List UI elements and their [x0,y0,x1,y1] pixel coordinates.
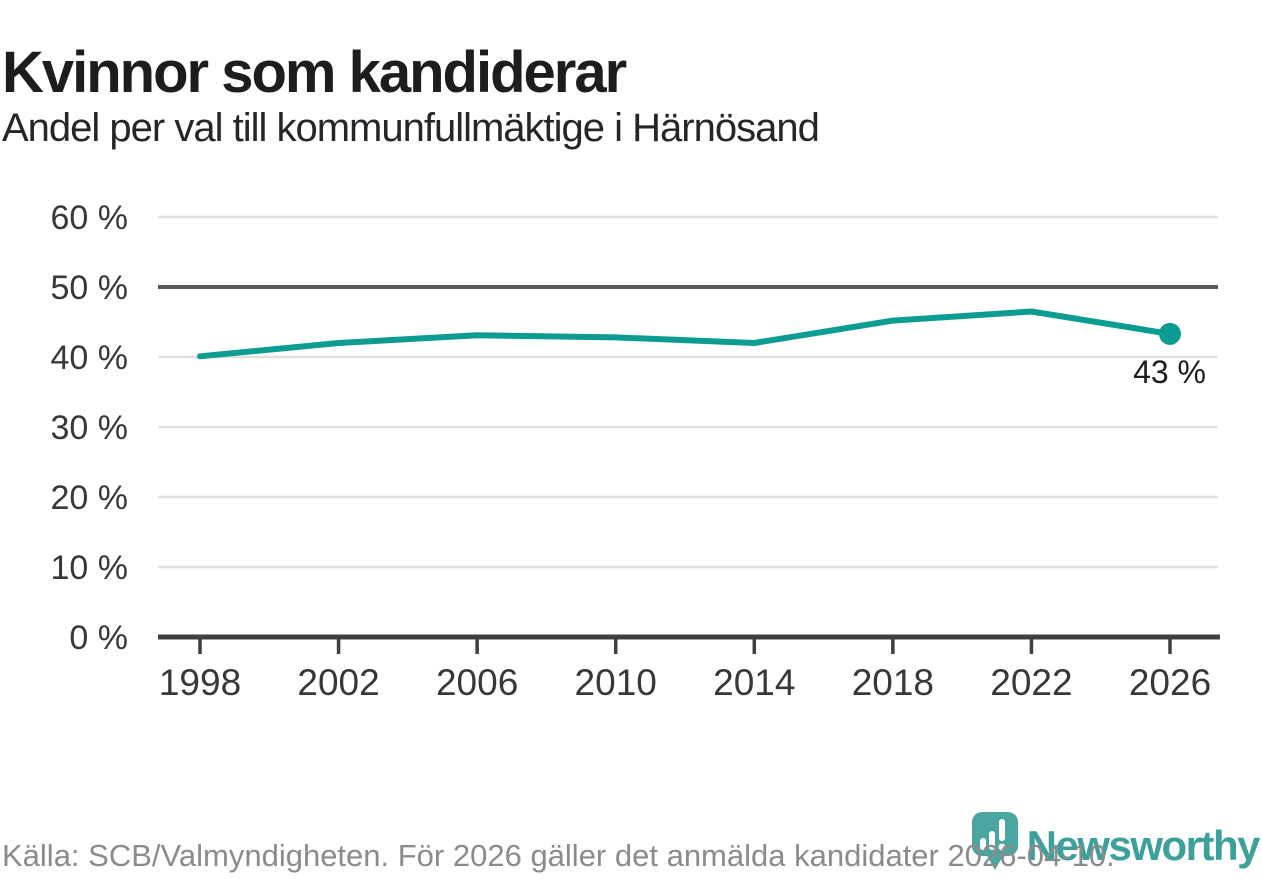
x-tick-label: 2022 [990,662,1072,703]
exclamation-dot [998,843,1006,851]
bar-tall [998,819,1005,841]
data-point-label: 43 % [1133,354,1206,390]
bar-small [979,838,986,850]
y-tick-label: 60 % [51,199,129,237]
newsworthy-wordmark: Newsworthy [1026,822,1261,869]
bar-medium [988,831,995,850]
x-tick-label: 2018 [852,662,934,703]
x-tick-label: 2026 [1129,662,1211,703]
newsworthy-logo: Newsworthy [971,812,1261,870]
line-chart: 0 % 10 % 20 % 30 % 40 % 50 % 60 % 1998 2002 2006 2… [51,199,1220,703]
y-tick-label: 10 % [51,549,129,587]
newsworthy-pin-icon [971,812,1018,870]
data-line [197,308,1173,360]
x-tick-label: 2006 [436,662,518,703]
y-tick-label: 50 % [51,269,129,307]
data-point-marker [1159,322,1181,345]
y-tick-label: 40 % [51,339,129,377]
chart-title: Kvinnor som kandiderar [2,39,627,105]
y-tick-label: 20 % [51,479,129,517]
y-tick-label: 30 % [51,409,129,447]
x-tick-label: 2010 [575,662,657,703]
chart-subtitle: Andel per val till kommunfullmäktige i H… [2,106,820,150]
x-tick-label: 1998 [159,662,241,703]
x-tick-label: 2002 [297,662,379,703]
x-tick-label: 2014 [713,662,795,703]
source-note: Källa: SCB/Valmyndigheten. För 2026 gäll… [2,838,1115,873]
y-tick-label: 0 % [69,619,128,657]
